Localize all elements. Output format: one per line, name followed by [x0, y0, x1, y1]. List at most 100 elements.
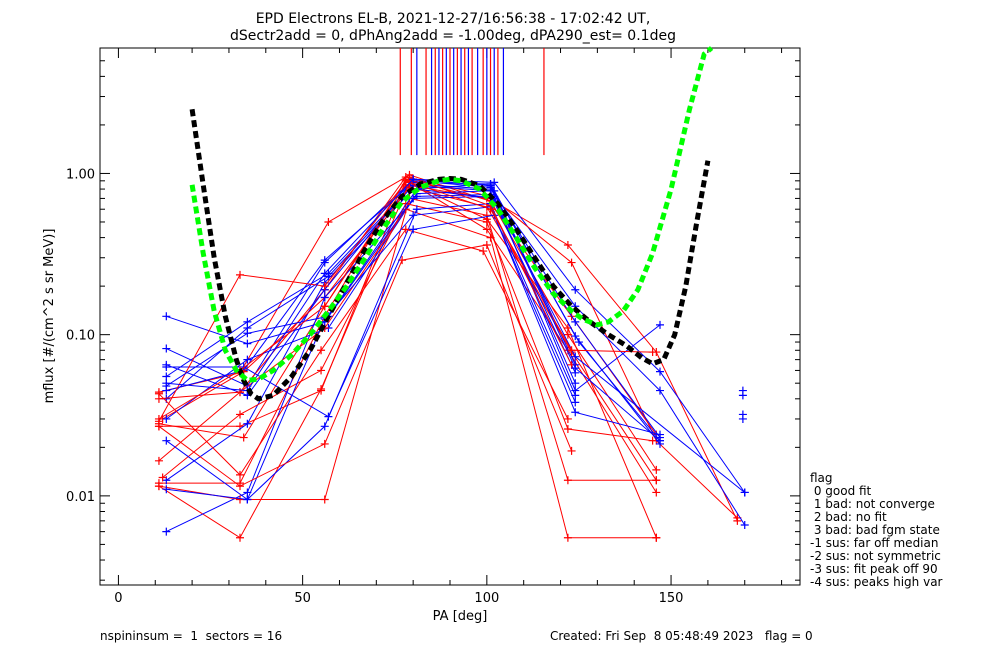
data-point [239, 433, 248, 442]
data-point [162, 344, 171, 353]
data-point [154, 389, 163, 398]
data-point [571, 285, 580, 294]
data-point [320, 269, 329, 278]
series-line-20 [158, 228, 569, 476]
data-point [317, 346, 326, 355]
data-point [652, 533, 661, 542]
data-point [162, 372, 171, 381]
data-point [317, 385, 326, 394]
data-point [320, 439, 329, 448]
legend-title: flag [810, 471, 833, 485]
data-point [567, 346, 576, 355]
data-point [236, 495, 244, 504]
data-point [656, 367, 664, 376]
series-line-13 [166, 193, 576, 533]
series-line-4 [158, 184, 657, 439]
data-point [162, 363, 171, 372]
data-point [656, 320, 664, 329]
data-point [409, 211, 418, 220]
chart-title-line2: dSectr2add = 0, dPhAng2add = -1.00deg, d… [230, 28, 676, 44]
data-point [162, 379, 171, 388]
data-point [412, 205, 421, 214]
data-point [154, 482, 163, 491]
x-tick-label: 50 [294, 591, 311, 606]
data-point [317, 366, 326, 375]
data-point [571, 352, 580, 361]
x-tick-label: 150 [659, 591, 684, 606]
footer-left: nspininsum = 1 sectors = 16 [100, 629, 282, 643]
data-point [482, 217, 491, 226]
data-point [162, 414, 171, 423]
legend-item-0: 0 good fit [810, 484, 872, 498]
data-point [656, 386, 664, 395]
legend-item-4: -1 sus: far off median [810, 536, 938, 550]
data-point [486, 181, 495, 190]
data-point [154, 456, 163, 465]
data-point [409, 225, 418, 234]
legend: flag 0 good fit 1 bad: not converge 2 ba… [810, 471, 943, 589]
data-point [243, 355, 252, 364]
y-tick-label: 1.00 [66, 167, 95, 182]
data-point [236, 533, 244, 542]
data-point [162, 436, 171, 445]
data-point [571, 364, 580, 373]
data-point [320, 256, 329, 265]
series-line-23 [166, 214, 661, 436]
data-point [652, 476, 661, 485]
isolated-point [738, 391, 747, 400]
data-point [243, 329, 252, 338]
data-point [563, 424, 572, 433]
data-point [320, 302, 329, 311]
data-point [648, 436, 657, 445]
data-point [652, 465, 661, 474]
data-point [567, 258, 576, 267]
series-line-22 [158, 244, 573, 487]
data-point [320, 422, 329, 431]
y-tick-label: 0.10 [66, 329, 95, 344]
data-point [162, 527, 171, 536]
data-point [563, 330, 572, 339]
plot-area: 0 50 100 150 0.01 0.10 1.00 [66, 46, 801, 606]
series-line-19 [166, 203, 576, 501]
data-point [162, 485, 171, 494]
data-point [486, 205, 495, 214]
data-point [482, 211, 491, 220]
data-point [563, 533, 572, 542]
series-line-5 [166, 180, 661, 438]
data-point [479, 247, 488, 256]
legend-item-7: -4 sus: peaks high var [810, 575, 943, 589]
data-point [236, 410, 244, 419]
legend-item-3: 3 bad: bad fgm state [810, 523, 940, 537]
series-line-7 [166, 181, 661, 445]
data-point [648, 348, 657, 357]
data-point [656, 436, 664, 445]
legend-item-1: 1 bad: not converge [810, 497, 935, 511]
data-point [243, 339, 252, 348]
data-point [571, 317, 580, 326]
data-point [740, 488, 749, 497]
data-point [401, 225, 410, 234]
x-tick-label: 0 [114, 591, 122, 606]
data-point [401, 176, 410, 185]
data-point [571, 408, 580, 417]
series-line-9 [165, 185, 661, 442]
data-point [567, 446, 576, 455]
legend-item-2: 2 bad: no fit [810, 510, 887, 524]
footer-right: Created: Fri Sep 8 05:48:49 2023 flag = … [550, 629, 813, 643]
data-point [409, 175, 418, 184]
data-point [740, 520, 749, 529]
series-line-6 [158, 180, 657, 538]
fit-curve-1 [189, 46, 714, 384]
legend-item-6: -3 sus: fit peak off 90 [810, 562, 938, 576]
data-point [320, 293, 329, 302]
data-point [320, 282, 329, 291]
data-point [243, 495, 252, 504]
data-point [563, 476, 572, 485]
y-axis-label: mflux [#/(cm^2 s sr MeV)] [42, 229, 57, 404]
data-point [158, 473, 167, 482]
data-point [324, 217, 333, 226]
data-point [324, 412, 333, 421]
x-axis-label: PA [deg] [433, 609, 488, 624]
data-point [154, 414, 163, 423]
data-point [482, 240, 491, 249]
